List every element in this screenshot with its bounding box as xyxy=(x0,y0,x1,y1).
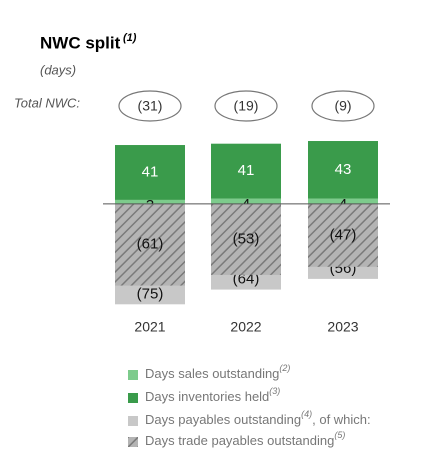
chart-title: NWC split xyxy=(40,33,121,52)
title-note: (1) xyxy=(123,32,137,44)
legend-suffix: , of which: xyxy=(312,412,371,427)
legend-name: Days payables outstanding xyxy=(145,412,301,427)
legend-label: Days inventories held(3) xyxy=(145,386,280,404)
total-label: (31) xyxy=(138,98,163,114)
bar xyxy=(308,198,378,204)
totals-label: Total NWC: xyxy=(14,95,80,110)
legend-swatch xyxy=(128,416,138,426)
legend-name: Days trade payables outstanding xyxy=(145,433,334,448)
x-tick-label: 2022 xyxy=(230,319,261,335)
value-label: (61) xyxy=(137,236,164,253)
legend-label: Days trade payables outstanding(5) xyxy=(145,430,345,448)
legend-swatch xyxy=(128,370,138,380)
total-label: (19) xyxy=(234,98,259,114)
bar xyxy=(308,141,378,199)
legend-note: (5) xyxy=(334,430,345,440)
x-tick-label: 2023 xyxy=(327,319,358,335)
hatched-bar xyxy=(308,203,378,267)
total-ellipse xyxy=(214,90,278,122)
value-label: 43 xyxy=(335,161,352,178)
legend-name: Days sales outstanding xyxy=(145,366,279,381)
hatched-bar xyxy=(211,203,281,275)
hatched-bar xyxy=(115,203,185,286)
legend-swatch xyxy=(128,393,138,403)
subtitle: (days) xyxy=(40,62,76,77)
bar xyxy=(115,199,185,204)
bar xyxy=(115,145,185,200)
value-label: 41 xyxy=(238,162,255,179)
total-ellipse xyxy=(311,90,375,122)
value-label: (75) xyxy=(137,285,164,302)
legend-label: Days sales outstanding(2) xyxy=(145,363,290,381)
total-label: (9) xyxy=(334,98,351,114)
legend-label: Days payables outstanding(4), of which: xyxy=(145,409,371,427)
bar xyxy=(211,198,281,204)
legend-note: (3) xyxy=(269,386,280,396)
value-label: (53) xyxy=(233,230,260,247)
total-ellipse xyxy=(118,90,182,122)
x-tick-label: 2021 xyxy=(134,319,165,335)
legend-note: (4) xyxy=(301,409,312,419)
value-label: 41 xyxy=(142,163,159,180)
legend-note: (2) xyxy=(279,363,290,373)
legend-name: Days inventories held xyxy=(145,389,269,404)
value-label: (47) xyxy=(330,226,357,243)
bar xyxy=(211,143,281,199)
legend-swatch xyxy=(128,437,138,447)
